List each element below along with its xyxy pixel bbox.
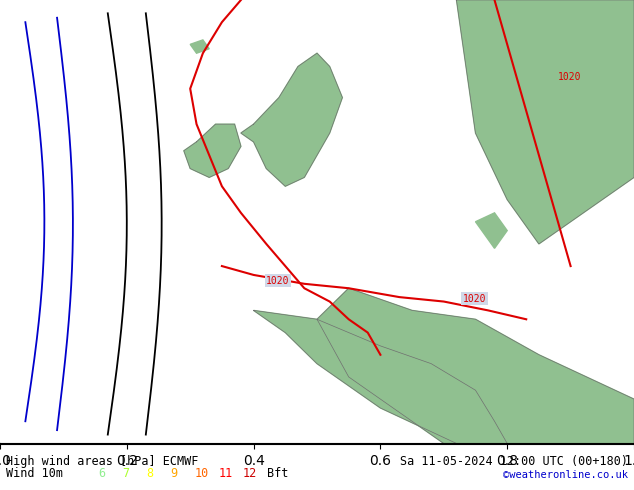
Text: 7: 7 <box>122 467 129 480</box>
Text: High wind areas [hPa] ECMWF: High wind areas [hPa] ECMWF <box>6 455 198 468</box>
Polygon shape <box>317 288 634 443</box>
Text: 12: 12 <box>243 467 257 480</box>
Text: Sa 11-05-2024 12:00 UTC (00+180): Sa 11-05-2024 12:00 UTC (00+180) <box>399 455 628 468</box>
Text: 8: 8 <box>146 467 153 480</box>
Text: Wind 10m: Wind 10m <box>6 467 63 480</box>
Text: 10: 10 <box>195 467 209 480</box>
Text: ©weatheronline.co.uk: ©weatheronline.co.uk <box>503 470 628 480</box>
Polygon shape <box>184 124 241 177</box>
Polygon shape <box>476 213 507 248</box>
Polygon shape <box>190 40 209 53</box>
Polygon shape <box>456 0 634 244</box>
Polygon shape <box>241 53 342 186</box>
Text: 1020: 1020 <box>558 72 581 82</box>
Text: 6: 6 <box>98 467 105 480</box>
Polygon shape <box>254 311 507 443</box>
Text: 1020: 1020 <box>463 294 486 303</box>
Text: 11: 11 <box>219 467 233 480</box>
Text: Bft: Bft <box>267 467 288 480</box>
Text: 9: 9 <box>171 467 178 480</box>
Text: 1020: 1020 <box>266 276 290 286</box>
